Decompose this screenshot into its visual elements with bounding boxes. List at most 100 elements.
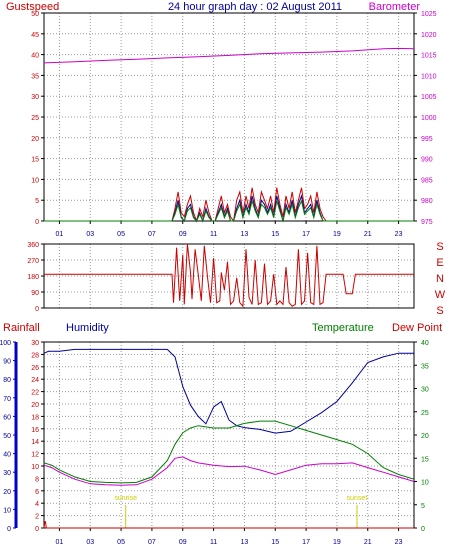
panel1-x-tick-label: 01	[56, 231, 64, 238]
humidity-tick-label: 50	[3, 433, 11, 440]
panel1-left-tick-label: 5	[35, 198, 39, 205]
panel1-x-tick-label: 19	[333, 231, 341, 238]
rain-tick-label: 6	[35, 489, 39, 496]
panel2-tick-label: 270	[27, 258, 39, 265]
series-line-windspeed-green	[44, 199, 414, 223]
panel1-left-tick-label: 0	[35, 219, 39, 226]
panel3-x-tick-label: 03	[86, 539, 94, 546]
panel1-right-tick-label: 995	[421, 136, 433, 143]
humidity-tick-label: 90	[3, 359, 11, 366]
panel1-x-tick-label: 23	[395, 231, 403, 238]
panel1-left-tick-label: 45	[31, 32, 39, 39]
panel3-x-tick-label: 05	[117, 539, 125, 546]
dewpoint-label: Dew Point	[392, 322, 442, 334]
series-line-dew-point	[43, 456, 415, 486]
panel1-x-tick-label: 17	[302, 231, 310, 238]
series-line-wind-direction	[44, 243, 414, 308]
panel1-x-tick-label: 15	[271, 231, 279, 238]
panel2-tick-label: 90	[31, 290, 39, 297]
panel1-left-tick-label: 10	[31, 177, 39, 184]
compass-label: N	[436, 273, 444, 285]
humidity-tick-label: 60	[3, 414, 11, 421]
humidity-tick-label: 20	[3, 489, 11, 496]
rain-tick-label: 26	[31, 365, 39, 372]
panel1-right-tick-label: 1005	[421, 94, 437, 101]
panel3-x-tick-label: 17	[302, 539, 310, 546]
panel3-x-tick-label: 07	[148, 539, 156, 546]
rain-tick-label: 10	[31, 464, 39, 471]
temp-tick-label: 5	[421, 503, 425, 510]
panel2-frame	[43, 243, 415, 309]
panel2-tick-label: 360	[27, 242, 39, 249]
humidity-tick-label: 70	[3, 396, 11, 403]
panel1-left-tick-label: 40	[31, 53, 39, 60]
panel3-x-tick-label: 21	[364, 539, 372, 546]
panel2-tick-label: 180	[27, 274, 39, 281]
compass-label: S	[436, 305, 443, 317]
humidity-tick-label: 80	[3, 377, 11, 384]
temp-tick-label: 35	[421, 363, 429, 370]
rain-tick-label: 22	[31, 390, 39, 397]
rain-tick-label: 4	[35, 501, 39, 508]
panel1-left-tick-label: 20	[31, 136, 39, 143]
panel1-x-tick-label: 21	[364, 231, 372, 238]
rain-tick-label: 20	[31, 402, 39, 409]
panel1-left-tick-label: 25	[31, 115, 39, 122]
panel1-left-tick-label: 30	[31, 94, 39, 101]
panel1-x-tick-label: 13	[241, 231, 249, 238]
rain-tick-label: 14	[31, 439, 39, 446]
panel1-right-tick-label: 1025	[421, 11, 437, 18]
panel1-x-tick-label: 11	[210, 231, 217, 238]
series-line-gustspeed	[44, 187, 414, 223]
rainfall-label: Rainfall	[3, 322, 40, 334]
panel1-left-tick-label: 35	[31, 73, 39, 80]
temp-tick-label: 10	[421, 480, 429, 487]
humidity-tick-label: 40	[3, 452, 11, 459]
temp-tick-label: 0	[421, 526, 425, 533]
series-line-humidity	[43, 348, 414, 434]
panel1-left-label: Gustspeed	[6, 1, 59, 13]
humidity-tick-label: 10	[3, 507, 11, 514]
panel1-left-tick-label: 15	[31, 157, 39, 164]
panel1-right-tick-label: 975	[421, 219, 433, 226]
rain-tick-label: 18	[31, 414, 39, 421]
temperature-label: Temperature	[312, 322, 374, 334]
panel1-x-tick-label: 05	[117, 231, 125, 238]
rain-tick-label: 8	[35, 476, 39, 483]
chart-title: 24 hour graph day : 02 August 2011	[168, 1, 342, 13]
compass-label: E	[436, 257, 443, 269]
humidity-tick-label: 0	[7, 526, 11, 533]
panel1-x-tick-label: 09	[179, 231, 187, 238]
series-line-temperature	[43, 420, 415, 484]
panel1-right-tick-label: 1015	[421, 53, 437, 60]
panel1-frame	[43, 12, 415, 222]
rain-tick-label: 16	[31, 427, 39, 434]
panel1-right-tick-label: 1000	[421, 115, 437, 122]
temp-tick-label: 30	[421, 387, 429, 394]
panel3-x-tick-label: 11	[210, 539, 217, 546]
panel1-x-tick-label: 03	[86, 231, 94, 238]
panel1-right-tick-label: 1020	[421, 32, 437, 39]
panel1-right-tick-label: 990	[421, 157, 433, 164]
humidity-tick-label: 100	[0, 340, 11, 347]
rain-tick-label: 2	[35, 514, 39, 521]
humidity-label: Humidity	[66, 322, 109, 334]
series-line-barometer	[43, 47, 415, 64]
panel1-x-tick-label: 07	[148, 231, 156, 238]
panel1-right-tick-label: 985	[421, 177, 433, 184]
series-line-rainfall	[43, 521, 414, 529]
panel3-x-tick-label: 19	[333, 539, 341, 546]
rain-tick-label: 30	[31, 340, 39, 347]
sunrise-label: sunrise	[114, 495, 137, 502]
temp-tick-label: 25	[421, 410, 429, 417]
temp-tick-label: 40	[421, 340, 429, 347]
compass-label: S	[436, 241, 443, 253]
rain-tick-label: 28	[31, 352, 39, 359]
sunset-label: sunset	[347, 495, 368, 502]
temp-tick-label: 15	[421, 456, 429, 463]
panel1-right-label: Barometer	[369, 1, 421, 13]
panel3-x-tick-label: 09	[179, 539, 187, 546]
panel1-right-tick-label: 980	[421, 198, 433, 205]
panel3-x-tick-label: 01	[56, 539, 64, 546]
